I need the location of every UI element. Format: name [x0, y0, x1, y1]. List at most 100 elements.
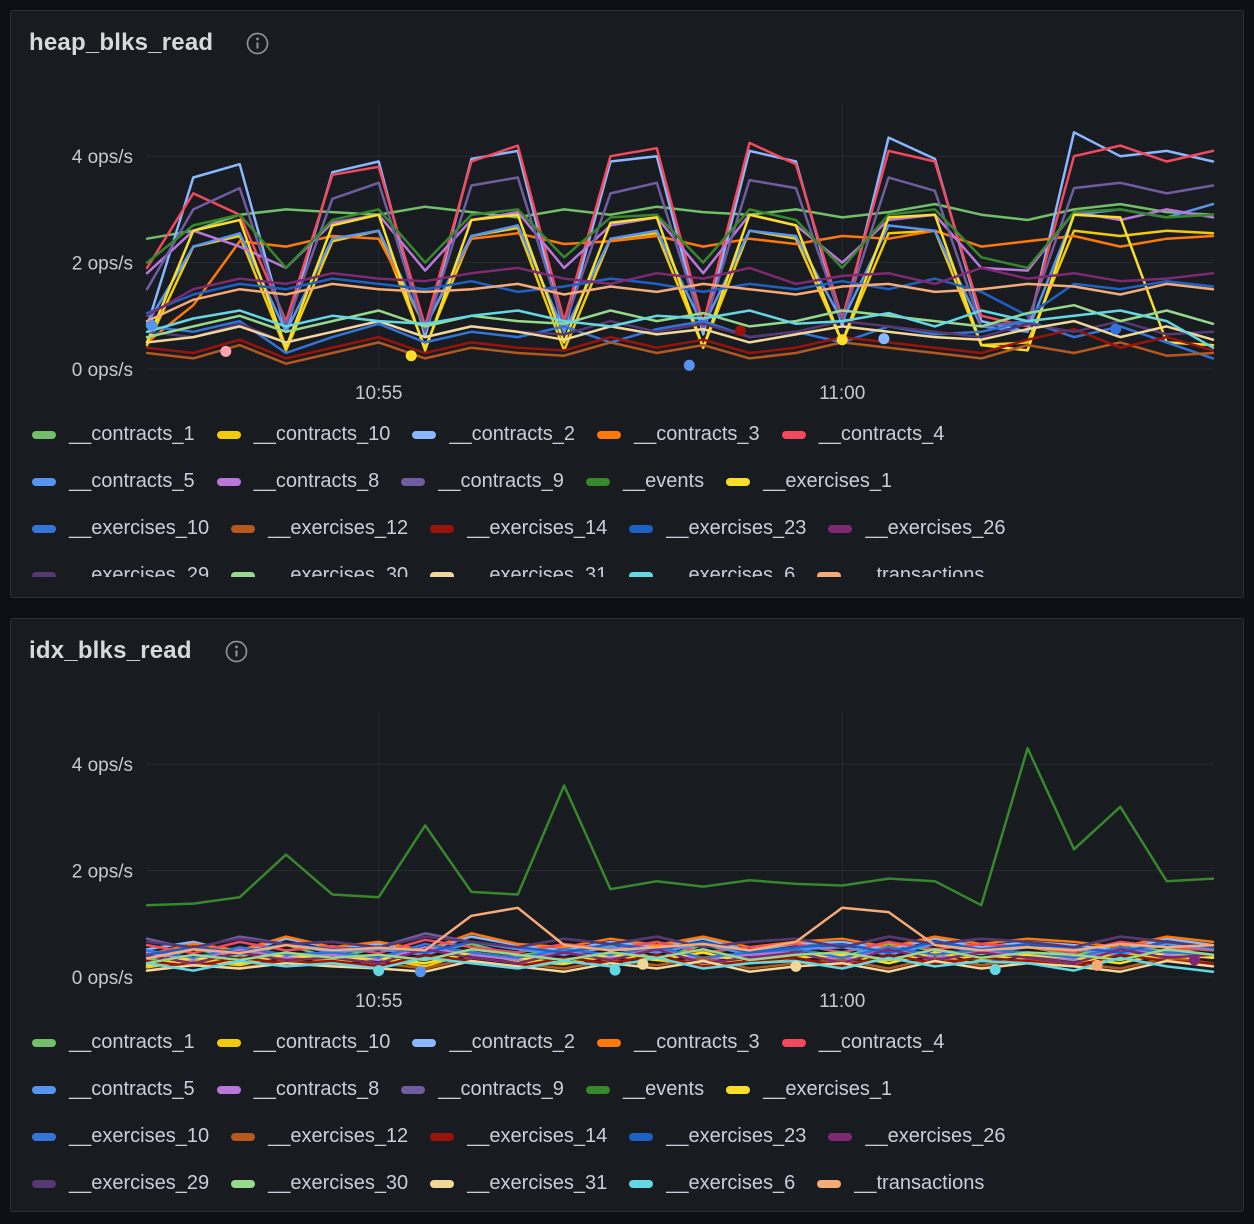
legend-label: __contracts_2	[449, 423, 576, 445]
series-line-events	[145, 746, 1215, 907]
y-axis-tick-label: 0 ops/s	[72, 360, 133, 381]
legend-item-exercises_23[interactable]: __exercises_23	[629, 517, 806, 540]
legend-label: __exercises_29	[69, 1172, 210, 1194]
legend-item-exercises_10[interactable]: __exercises_10	[32, 517, 209, 540]
legend-label: __events	[622, 470, 705, 492]
legend-item-exercises_6[interactable]: __exercises_6	[629, 564, 795, 577]
legend-item-contracts_9[interactable]: __contracts_9	[401, 470, 564, 493]
timeseries-chart[interactable]: 10:55 11:00 0 ops/s 2 ops/s 4 ops/s	[11, 63, 1243, 407]
legend-item-exercises_1[interactable]: __exercises_1	[726, 1078, 892, 1101]
series-line-transactions	[145, 282, 1215, 323]
legend-label: __exercises_29	[69, 564, 210, 577]
legend-color-pill	[430, 524, 455, 533]
legend-label: __contracts_3	[634, 1031, 760, 1053]
legend-label: __exercises_26	[865, 1125, 1006, 1147]
legend-item-contracts_2[interactable]: __contracts_2	[412, 1031, 575, 1054]
x-axis-tick-label: 10:55	[355, 383, 403, 404]
legend-item-contracts_1[interactable]: __contracts_1	[32, 1031, 195, 1054]
legend-row: __contracts_1 __contracts_10 __contracts_2…	[32, 411, 1243, 458]
series-line-exercises_31	[145, 319, 1215, 344]
point-marker	[1110, 323, 1122, 335]
panel-heap-blks-read: heap_blks_read 10:55 11:00 0 ops/s 2 ops/s 4…	[10, 10, 1244, 598]
legend-item-exercises_12[interactable]: __exercises_12	[231, 517, 408, 540]
y-axis-tick-label: 4 ops/s	[72, 755, 133, 776]
legend-item-contracts_10[interactable]: __contracts_10	[216, 423, 391, 446]
panel-header: heap_blks_read	[11, 11, 1243, 63]
legend-item-transactions[interactable]: __transactions	[817, 1172, 984, 1195]
legend-item-exercises_30[interactable]: __exercises_30	[231, 564, 408, 577]
legend-label: __contracts_5	[69, 1078, 195, 1100]
legend-item-exercises_6[interactable]: __exercises_6	[629, 1172, 795, 1195]
legend-item-contracts_8[interactable]: __contracts_8	[216, 1078, 379, 1101]
info-icon[interactable]	[224, 639, 249, 664]
legend-item-contracts_4[interactable]: __contracts_4	[781, 423, 944, 446]
legend-label: __exercises_14	[467, 1125, 608, 1147]
legend-item-exercises_31[interactable]: __exercises_31	[430, 1172, 607, 1195]
y-axis-tick-label: 2 ops/s	[72, 254, 133, 275]
info-icon-glyph	[246, 32, 269, 54]
legend-item-exercises_29[interactable]: __exercises_29	[32, 564, 209, 577]
legend-item-contracts_2[interactable]: __contracts_2	[412, 423, 575, 446]
timeseries-chart[interactable]: 10:55 11:00 0 ops/s 2 ops/s 4 ops/s	[11, 671, 1243, 1015]
legend-label: __exercises_12	[268, 517, 409, 539]
legend-item-exercises_23[interactable]: __exercises_23	[629, 1125, 806, 1148]
legend-item-exercises_10[interactable]: __exercises_10	[32, 1125, 209, 1148]
legend-item-exercises_14[interactable]: __exercises_14	[430, 517, 607, 540]
legend-item-exercises_12[interactable]: __exercises_12	[231, 1125, 408, 1148]
legend-color-pill	[32, 571, 56, 577]
legend-item-exercises_26[interactable]: __exercises_26	[828, 1125, 1005, 1148]
legend-item-contracts_5[interactable]: __contracts_5	[32, 1078, 195, 1101]
series-line-exercises_10	[145, 319, 1215, 360]
legend-item-exercises_1[interactable]: __exercises_1	[726, 470, 892, 493]
legend-label: __contracts_3	[634, 423, 760, 445]
legend-color-pill	[585, 477, 610, 486]
legend-item-exercises_30[interactable]: __exercises_30	[231, 1172, 408, 1195]
legend-color-pill	[781, 1038, 806, 1047]
point-marker	[637, 958, 649, 970]
legend-row: __exercises_10 __exercises_12 __exercises_…	[32, 505, 1243, 552]
legend-color-pill	[817, 1179, 842, 1188]
legend-label: __exercises_30	[268, 564, 409, 577]
legend-item-events[interactable]: __events	[585, 1078, 704, 1101]
legend-color-pill	[216, 1038, 241, 1047]
legend-label: __contracts_4	[818, 1031, 945, 1053]
series-line-contracts_9	[145, 176, 1215, 334]
legend-label: __contracts_1	[69, 423, 195, 445]
legend-item-exercises_14[interactable]: __exercises_14	[430, 1125, 607, 1148]
legend-item-contracts_3[interactable]: __contracts_3	[597, 1031, 760, 1054]
legend-item-exercises_26[interactable]: __exercises_26	[828, 517, 1005, 540]
legend-color-pill	[216, 477, 241, 486]
legend-item-contracts_4[interactable]: __contracts_4	[781, 1031, 945, 1054]
series-line-exercises_6	[145, 956, 1215, 973]
legend-color-pill	[231, 1132, 256, 1141]
point-marker	[734, 325, 746, 337]
legend-color-pill	[828, 1132, 853, 1141]
legend-item-exercises_29[interactable]: __exercises_29	[32, 1172, 209, 1195]
legend-label: __contracts_5	[69, 470, 195, 492]
legend-item-contracts_5[interactable]: __contracts_5	[32, 470, 195, 493]
legend-color-pill	[726, 477, 751, 486]
legend-item-transactions[interactable]: __transactions	[817, 564, 984, 577]
panel-title[interactable]: idx_blks_read	[29, 637, 192, 664]
legend-item-contracts_10[interactable]: __contracts_10	[216, 1031, 391, 1054]
legend-label: __transactions	[854, 564, 985, 577]
series-line-exercises_12	[145, 341, 1215, 365]
legend-label: __contracts_10	[253, 1031, 391, 1053]
y-axis-tick-label: 2 ops/s	[72, 862, 133, 883]
legend-item-contracts_3[interactable]: __contracts_3	[597, 423, 760, 446]
legend-label: __exercises_10	[69, 1125, 210, 1147]
legend-label: __contracts_10	[253, 423, 391, 445]
panel-title[interactable]: heap_blks_read	[29, 29, 214, 56]
legend-item-contracts_9[interactable]: __contracts_9	[401, 1078, 564, 1101]
legend-label: __exercises_23	[666, 1125, 807, 1147]
legend-color-pill	[781, 430, 806, 439]
info-icon[interactable]	[245, 31, 270, 56]
legend-label: __contracts_8	[253, 470, 380, 492]
series-line-transactions	[145, 906, 1215, 960]
legend-item-exercises_31[interactable]: __exercises_31	[430, 564, 607, 577]
legend-item-contracts_1[interactable]: __contracts_1	[32, 423, 195, 446]
legend-item-events[interactable]: __events	[585, 470, 705, 493]
series-line-exercises_14	[145, 327, 1215, 360]
series-line-events	[145, 208, 1215, 270]
legend-item-contracts_8[interactable]: __contracts_8	[216, 470, 380, 493]
